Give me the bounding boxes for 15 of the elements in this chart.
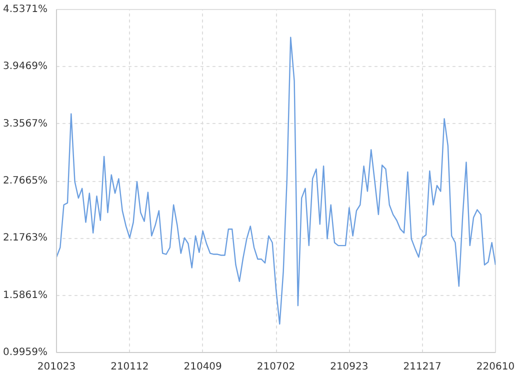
- x-tick-label: 201023: [37, 362, 76, 372]
- y-tick-label: 3.3567%: [3, 118, 48, 130]
- x-tick-label: 210409: [184, 362, 222, 372]
- y-tick-label: 3.9469%: [3, 61, 48, 72]
- y-tick-label: 2.7665%: [3, 176, 48, 186]
- y-tick-label: 0.9959%: [3, 347, 48, 358]
- x-tick-label: 220610: [476, 362, 515, 372]
- y-tick-label: 2.1763%: [3, 232, 48, 244]
- x-tick-label: 210702: [256, 362, 296, 372]
- y-tick-label: 4.5371%: [3, 4, 48, 15]
- x-tick-label: 210112: [110, 362, 149, 372]
- x-tick-label: 211217: [403, 362, 442, 372]
- line-series: [56, 36, 496, 325]
- y-tick-label: 1.5861%: [3, 290, 48, 301]
- x-tick-label: 210923: [330, 362, 368, 372]
